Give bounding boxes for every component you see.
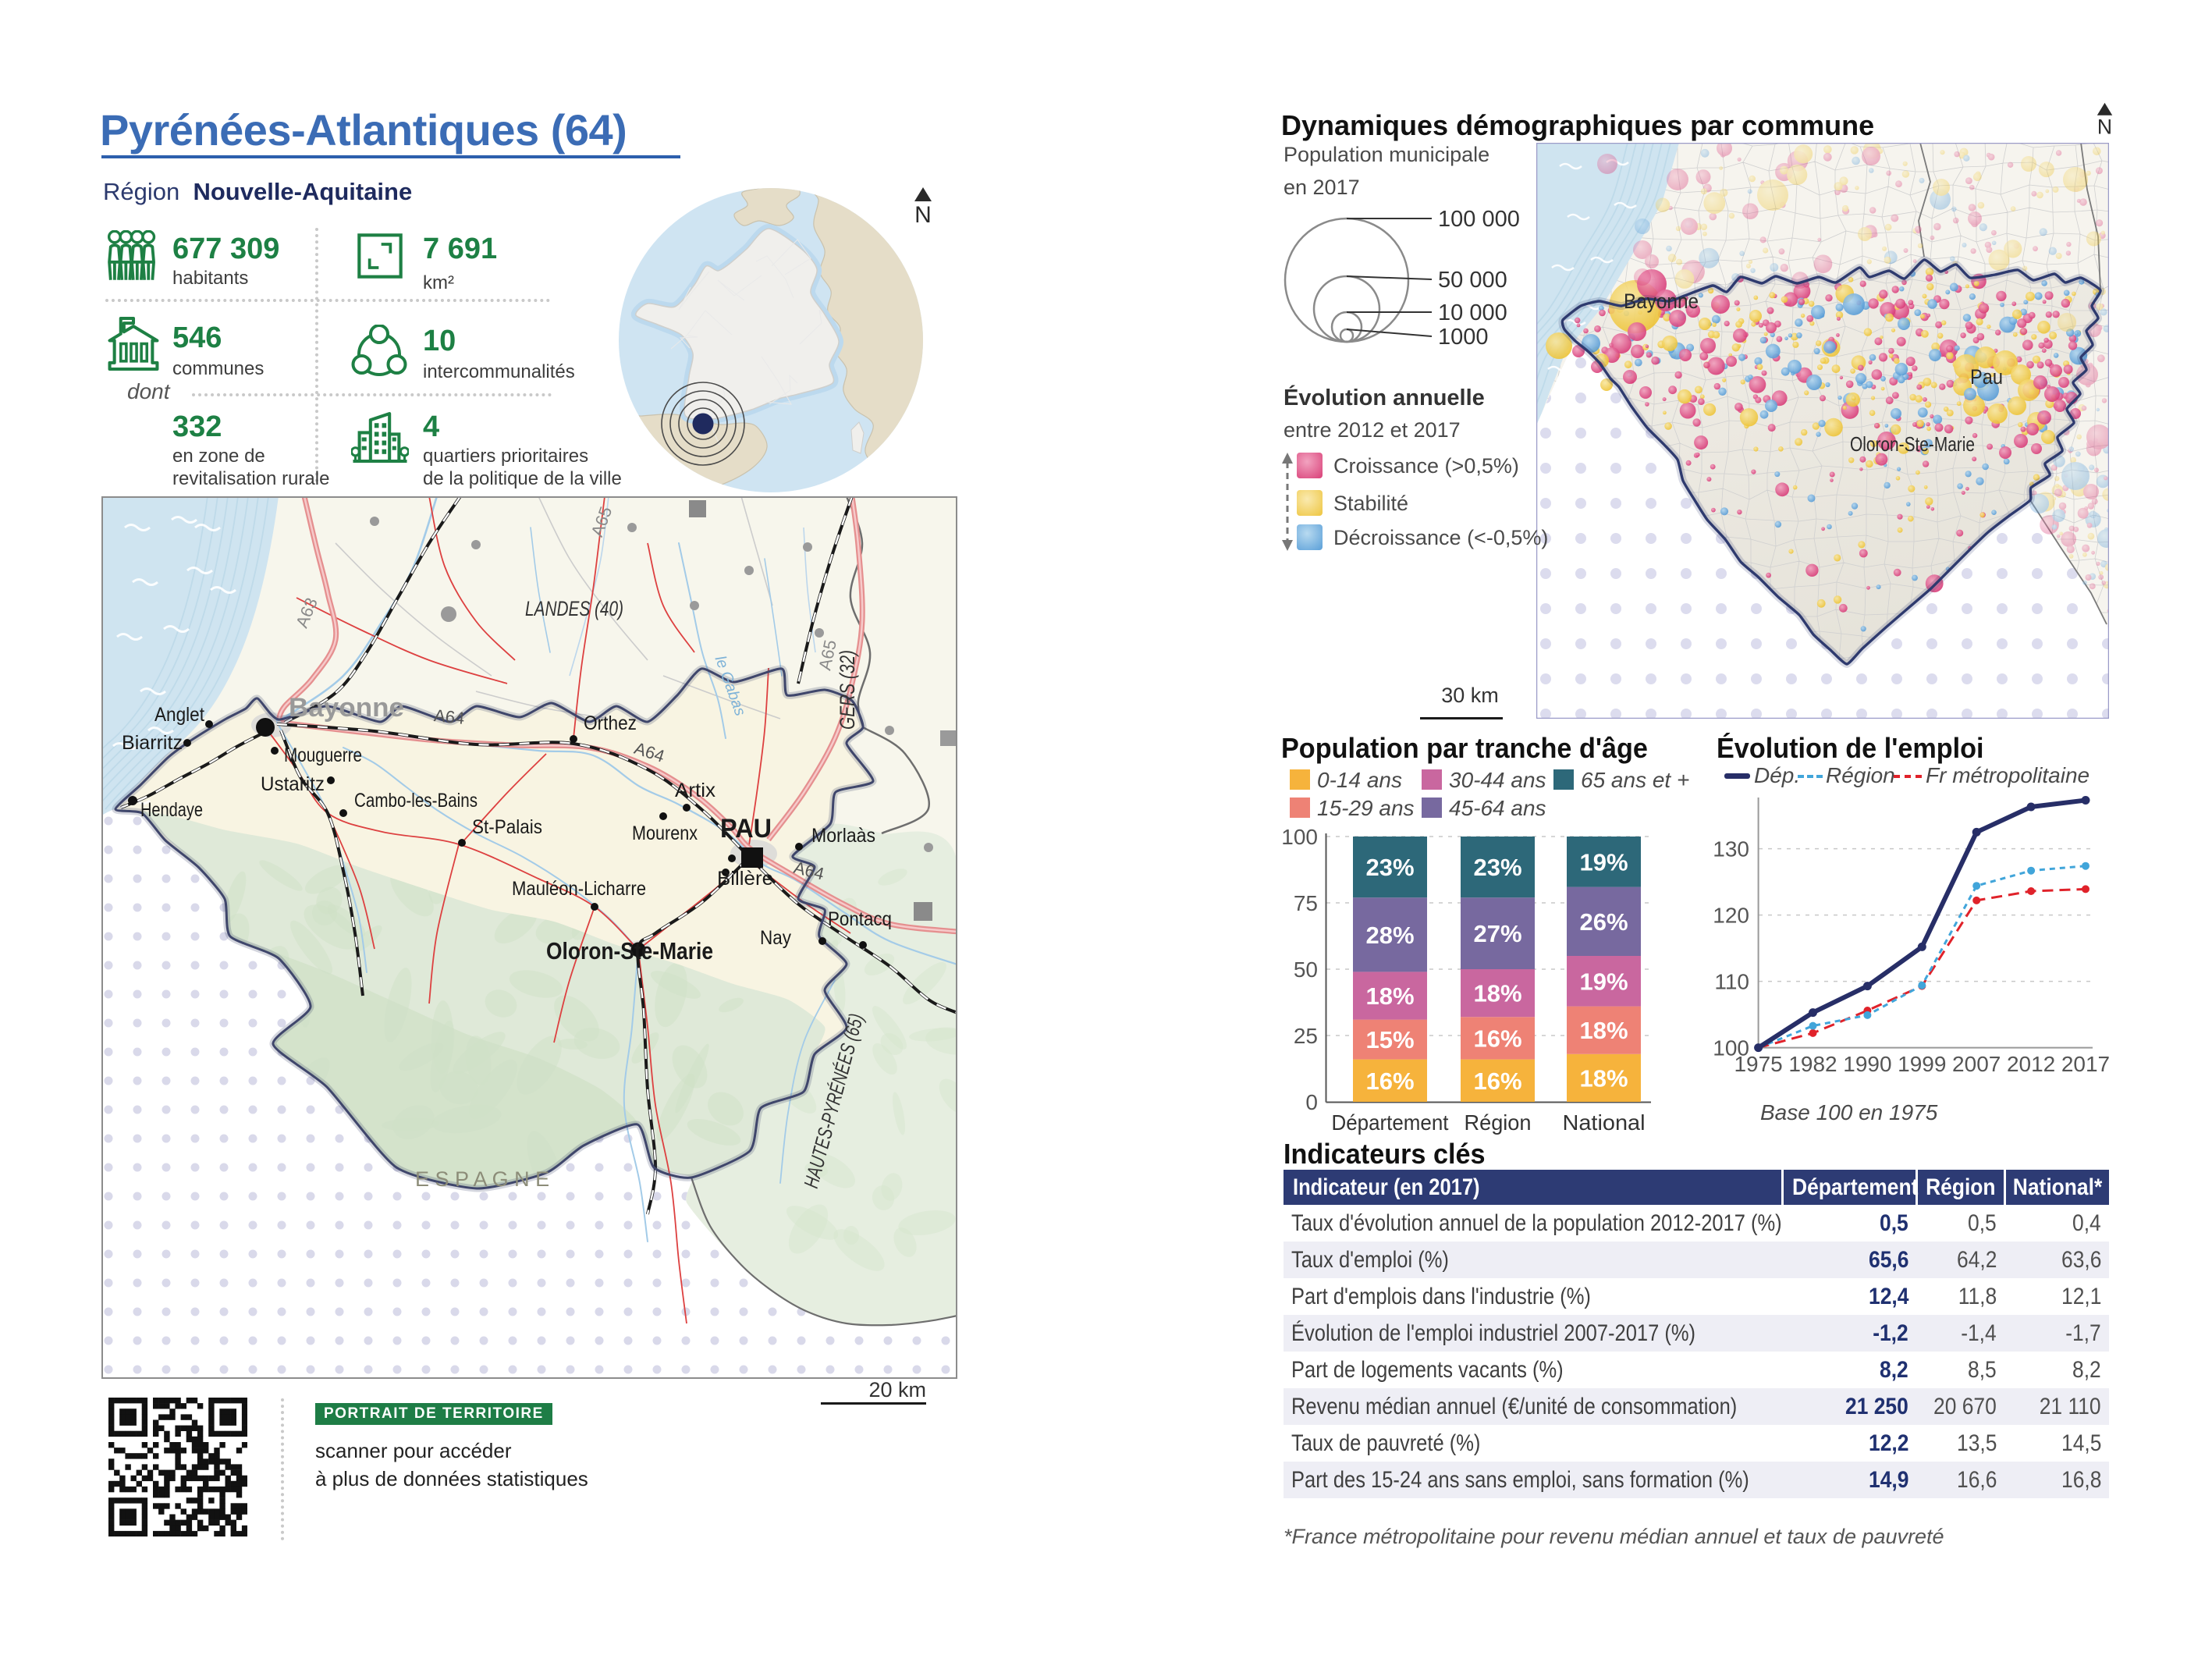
svg-text:19%: 19% [1579,968,1628,995]
svg-text:120: 120 [1713,904,1749,928]
svg-text:Mourenx: Mourenx [632,822,698,844]
svg-text:Orthez: Orthez [584,712,637,734]
svg-text:GERS (32): GERS (32) [836,650,859,730]
svg-text:100 000: 100 000 [1438,208,1520,232]
svg-text:1975: 1975 [1734,1052,1782,1076]
svg-text:16%: 16% [1473,1068,1521,1095]
svg-text:Pontacq: Pontacq [828,908,892,930]
svg-text:Nay: Nay [760,927,791,949]
svg-text:100: 100 [1281,827,1318,849]
svg-text:1982: 1982 [1788,1052,1837,1076]
svg-text:Hendaye: Hendaye [140,799,203,821]
svg-text:E S P A G N E: E S P A G N E [415,1167,549,1191]
svg-text:18%: 18% [1579,1064,1628,1092]
svg-text:110: 110 [1714,970,1749,994]
svg-text:75: 75 [1294,891,1318,915]
svg-text:Mauléon-Licharre: Mauléon-Licharre [512,878,646,900]
svg-text:St-Palais: St-Palais [472,816,542,838]
svg-text:1999: 1999 [1898,1052,1946,1076]
svg-text:PAU: PAU [720,814,772,844]
svg-text:Oloron-Ste-Marie: Oloron-Ste-Marie [546,937,713,964]
svg-text:Bayonne: Bayonne [1624,290,1699,313]
svg-text:2007: 2007 [1952,1052,2001,1076]
svg-text:16%: 16% [1365,1068,1414,1095]
svg-text:A64: A64 [433,705,466,728]
svg-text:100: 100 [1713,1036,1749,1060]
svg-text:Biarritz: Biarritz [122,732,183,754]
svg-text:25: 25 [1294,1024,1318,1048]
svg-text:18%: 18% [1473,980,1521,1007]
svg-text:Billère: Billère [717,868,773,890]
svg-text:130: 130 [1713,837,1749,861]
svg-text:10 000: 10 000 [1438,300,1507,325]
svg-text:Artix: Artix [675,780,716,801]
svg-text:50 000: 50 000 [1438,268,1507,293]
svg-text:19%: 19% [1579,848,1628,876]
svg-text:1990: 1990 [1843,1052,1891,1076]
svg-text:18%: 18% [1365,982,1414,1010]
svg-text:Région: Région [1465,1110,1532,1135]
svg-text:16%: 16% [1473,1025,1521,1052]
svg-text:0: 0 [1305,1090,1318,1114]
svg-text:LANDES (40): LANDES (40) [525,597,623,620]
svg-text:23%: 23% [1365,854,1414,881]
svg-text:Morlaàs: Morlaàs [811,825,875,847]
svg-text:28%: 28% [1365,922,1414,949]
svg-text:National: National [1563,1110,1646,1135]
svg-text:N: N [2097,115,2112,137]
svg-text:26%: 26% [1579,908,1628,936]
svg-text:Cambo-les-Bains: Cambo-les-Bains [354,790,478,812]
svg-text:Pau: Pau [1970,365,2003,389]
svg-text:2017: 2017 [2061,1052,2110,1076]
svg-text:50: 50 [1294,957,1318,982]
svg-text:Département: Département [1332,1110,1449,1135]
svg-text:2012: 2012 [2007,1052,2055,1076]
svg-text:Mouguerre: Mouguerre [284,744,362,766]
svg-text:27%: 27% [1473,920,1521,947]
svg-text:Ustaritz: Ustaritz [261,773,325,795]
svg-text:23%: 23% [1473,854,1521,881]
svg-text:15%: 15% [1365,1026,1414,1053]
svg-text:Bayonne: Bayonne [289,693,404,723]
svg-text:N: N [914,202,932,226]
svg-text:18%: 18% [1579,1017,1628,1044]
svg-text:Oloron-Ste-Marie: Oloron-Ste-Marie [1850,432,1975,456]
svg-text:Anglet: Anglet [154,704,204,726]
svg-text:1000: 1000 [1438,325,1489,350]
